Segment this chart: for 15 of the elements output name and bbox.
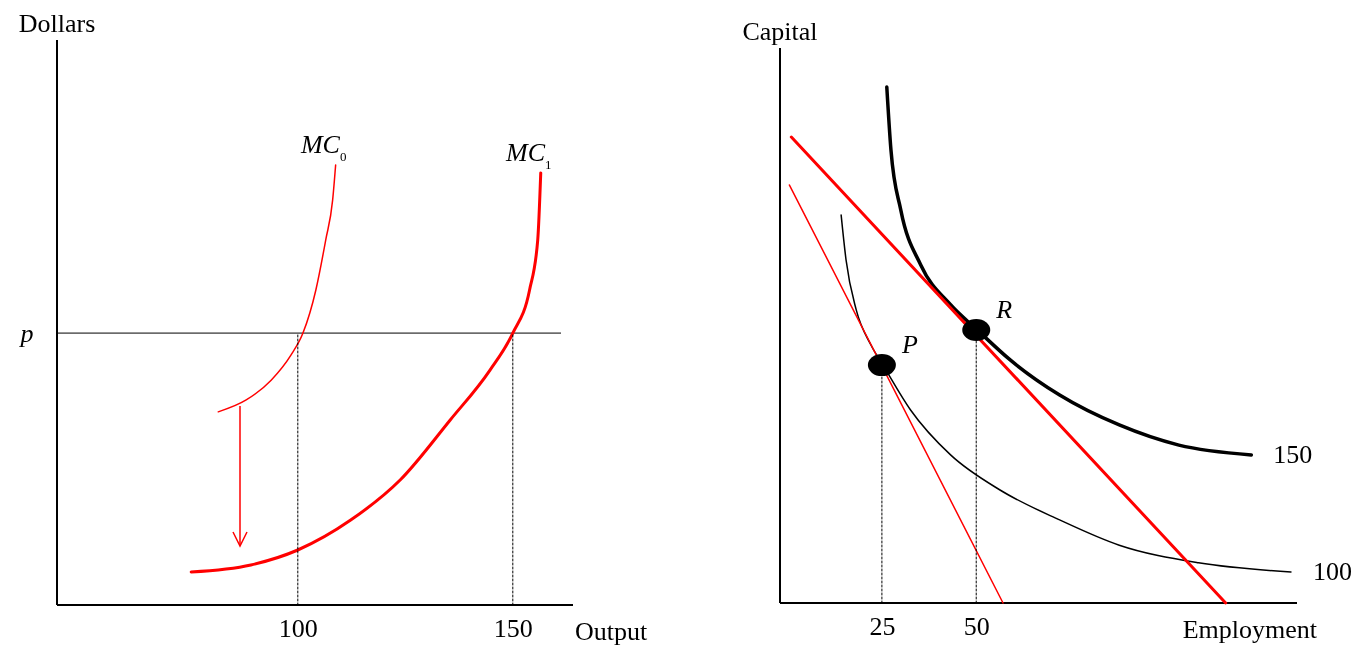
- series-label: MC$_{1}$: [505, 137, 552, 172]
- series-label: 150: [1273, 439, 1313, 469]
- x-axis-title: Output: [575, 617, 648, 646]
- series-label: P: [900, 330, 918, 360]
- ref-line-label: p: [18, 319, 34, 349]
- y-axis-title: Capital: [742, 17, 818, 46]
- series-label: R: [995, 295, 1013, 325]
- x-axis-title: Employment: [1182, 615, 1318, 644]
- series-label: 100: [1312, 557, 1352, 587]
- series-label: MC$_{0}$: [299, 130, 347, 164]
- x-tick-label: 50: [963, 612, 990, 642]
- y-axis-title: Dollars: [18, 9, 96, 38]
- x-tick-label: 25: [869, 612, 896, 642]
- x-tick-label: 150: [493, 614, 533, 644]
- x-tick-label: 100: [278, 614, 318, 644]
